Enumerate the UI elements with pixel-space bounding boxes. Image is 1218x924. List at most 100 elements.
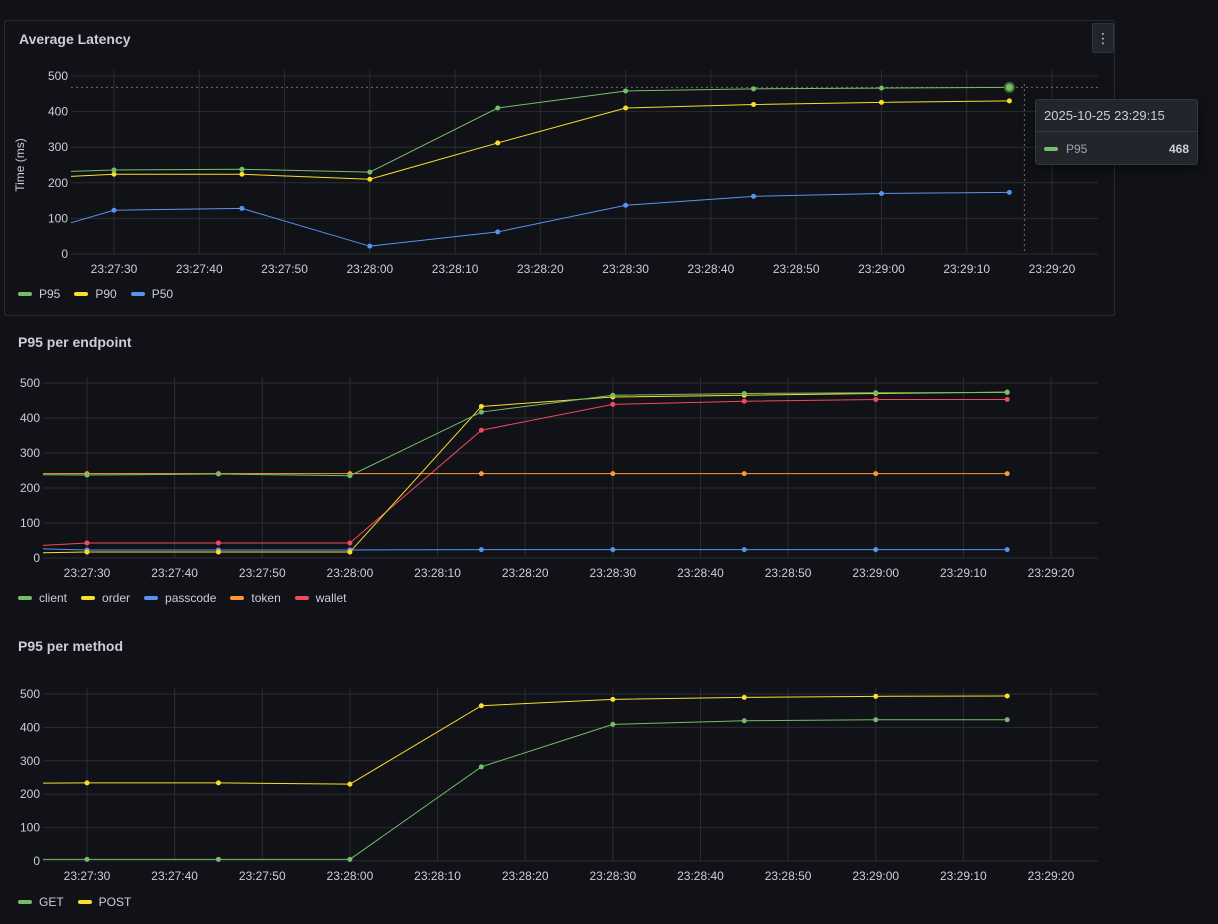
data-point-P90[interactable]: [367, 176, 373, 182]
data-point-GET[interactable]: [84, 856, 90, 862]
y-tick-label: 300: [20, 754, 40, 768]
data-point-P50[interactable]: [878, 190, 884, 196]
data-point-P50[interactable]: [367, 243, 373, 249]
data-point-P95[interactable]: [751, 86, 757, 92]
data-point-POST[interactable]: [1004, 693, 1010, 699]
data-point-P95[interactable]: [495, 105, 501, 111]
data-point-P50[interactable]: [1006, 189, 1012, 195]
y-tick-label: 300: [20, 446, 40, 460]
legend-item-GET[interactable]: GET: [18, 895, 64, 909]
data-point-GET[interactable]: [741, 718, 747, 724]
legend-item-P90[interactable]: P90: [74, 287, 117, 301]
data-point-P90[interactable]: [239, 171, 245, 177]
data-point-passcode[interactable]: [873, 547, 879, 553]
data-point-client[interactable]: [741, 391, 747, 396]
data-point-POST[interactable]: [478, 703, 484, 709]
y-tick-label: 100: [20, 821, 40, 835]
data-point-wallet[interactable]: [873, 396, 879, 402]
data-point-wallet[interactable]: [478, 427, 484, 433]
data-point-order[interactable]: [215, 549, 221, 555]
data-point-client[interactable]: [610, 392, 616, 398]
data-point-P90[interactable]: [111, 171, 117, 177]
hover-tooltip: 2025-10-25 23:29:15 P95 468: [1035, 99, 1198, 165]
data-point-POST[interactable]: [84, 780, 90, 786]
data-point-POST[interactable]: [741, 694, 747, 700]
data-point-P90[interactable]: [623, 105, 629, 111]
data-point-passcode[interactable]: [741, 547, 747, 553]
x-tick-label: 23:28:30: [589, 869, 636, 883]
x-tick-label: 23:29:20: [1028, 869, 1075, 883]
data-point-token[interactable]: [873, 471, 879, 477]
x-tick-label: 23:27:30: [64, 869, 111, 883]
chart-2[interactable]: 0 100 200 300 400 500 23:27:30 23:27:40 23:27:50…: [20, 687, 1098, 883]
x-tick-label: 23:29:00: [852, 869, 899, 883]
x-tick-label: 23:28:00: [346, 262, 393, 276]
data-point-P90[interactable]: [878, 99, 884, 105]
data-point-P50[interactable]: [111, 207, 117, 213]
data-point-POST[interactable]: [610, 696, 616, 702]
data-point-token[interactable]: [478, 471, 484, 477]
data-point-POST[interactable]: [215, 780, 221, 786]
data-point-order[interactable]: [347, 549, 353, 555]
data-point-wallet[interactable]: [84, 540, 90, 546]
data-point-P90[interactable]: [495, 140, 501, 146]
legend-item-client[interactable]: client: [18, 591, 67, 605]
data-point-client[interactable]: [1004, 389, 1010, 395]
data-point-POST[interactable]: [347, 781, 353, 787]
data-point-token[interactable]: [741, 471, 747, 477]
x-tick-label: 23:28:10: [414, 869, 461, 883]
data-point-GET[interactable]: [478, 764, 484, 770]
legend-item-passcode[interactable]: passcode: [144, 591, 216, 605]
y-tick-label: 100: [48, 211, 68, 225]
y-tick-label: 500: [20, 687, 40, 701]
data-point-GET[interactable]: [1004, 717, 1010, 723]
data-point-P50[interactable]: [751, 193, 757, 199]
data-point-P95[interactable]: [623, 88, 629, 94]
data-point-order[interactable]: [478, 403, 484, 409]
x-tick-label: 23:27:50: [239, 869, 286, 883]
data-point-GET[interactable]: [215, 856, 221, 862]
data-point-P95[interactable]: [367, 169, 373, 175]
legend-item-order[interactable]: order: [81, 591, 130, 605]
y-tick-label: 200: [20, 481, 40, 495]
data-point-GET[interactable]: [873, 717, 879, 723]
data-point-GET[interactable]: [347, 856, 353, 862]
data-point-P95[interactable]: [239, 166, 245, 172]
x-tick-label: 23:29:10: [943, 262, 990, 276]
data-point-wallet[interactable]: [347, 540, 353, 546]
data-point-token[interactable]: [1004, 471, 1010, 477]
data-point-client[interactable]: [215, 471, 221, 477]
chart-1[interactable]: 0 100 200 300 400 500 23:27:30 23:27:40 23:27:50…: [20, 376, 1098, 580]
data-point-token[interactable]: [610, 471, 616, 477]
legend-item-token[interactable]: token: [230, 591, 281, 605]
legend-item-POST[interactable]: POST: [77, 895, 131, 909]
data-point-passcode[interactable]: [610, 547, 616, 553]
data-point-P95[interactable]: [878, 85, 884, 91]
data-point-client[interactable]: [478, 409, 484, 415]
legend-item-P95[interactable]: P95: [18, 287, 60, 301]
data-point-wallet[interactable]: [215, 540, 221, 546]
data-point-passcode[interactable]: [1004, 547, 1010, 553]
chart-0[interactable]: 0 100 200 300 400 500 23:27:30 23:27:40 23:27:50…: [13, 69, 1098, 276]
data-point-P50[interactable]: [623, 202, 629, 208]
data-point-P95[interactable]: [111, 167, 117, 173]
data-point-POST[interactable]: [873, 693, 879, 699]
data-point-client[interactable]: [347, 473, 353, 479]
legend-item-P50[interactable]: P50: [130, 287, 173, 301]
data-point-client[interactable]: [84, 472, 90, 478]
data-point-wallet[interactable]: [1004, 396, 1010, 402]
data-point-P90[interactable]: [1006, 98, 1012, 104]
panel-menu-button[interactable]: ⋮: [1092, 23, 1114, 53]
legend-item-wallet[interactable]: wallet: [294, 591, 346, 605]
data-point-P90[interactable]: [751, 101, 757, 107]
data-point-wallet[interactable]: [741, 398, 747, 404]
data-point-P50[interactable]: [239, 205, 245, 211]
data-point-P50[interactable]: [495, 229, 501, 235]
data-point-passcode[interactable]: [478, 547, 484, 553]
data-point-order[interactable]: [84, 549, 90, 555]
data-point-GET[interactable]: [610, 721, 616, 727]
data-point-wallet[interactable]: [610, 401, 616, 407]
data-point-client[interactable]: [873, 390, 879, 396]
x-tick-label: 23:29:00: [858, 262, 905, 276]
